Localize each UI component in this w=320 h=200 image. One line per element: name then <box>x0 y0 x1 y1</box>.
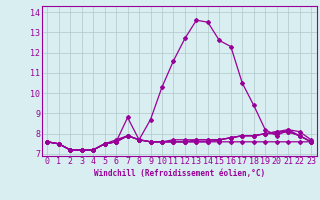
X-axis label: Windchill (Refroidissement éolien,°C): Windchill (Refroidissement éolien,°C) <box>94 169 265 178</box>
